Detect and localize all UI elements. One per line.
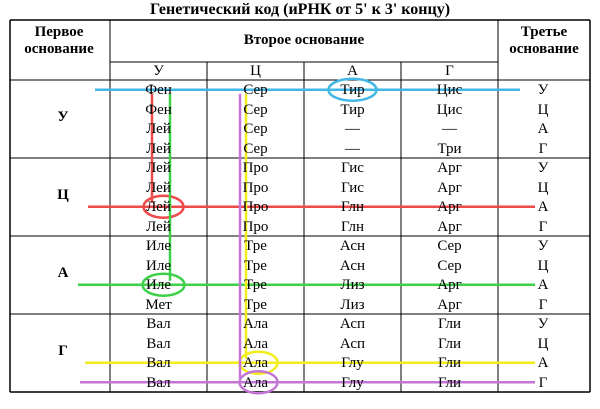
third-base-cell: У <box>537 160 549 176</box>
third-base-cell: Ц <box>537 257 549 274</box>
codon-cell: Сер <box>437 238 462 254</box>
codon-cell: Гли <box>437 316 462 332</box>
codon-cell: Тир <box>340 101 365 118</box>
codon-cell: — <box>345 121 360 137</box>
first-base-1: У <box>57 109 69 125</box>
codon-cell: Глн <box>340 199 365 215</box>
codon-cell: Вал <box>146 316 171 332</box>
first-base-3: А <box>57 265 69 281</box>
header-second-base: Второе основание <box>243 32 365 48</box>
third-base-cell: Г <box>538 296 548 313</box>
third-base-cell: Г <box>538 140 548 157</box>
codon-cell: Тре <box>244 277 267 293</box>
codon-cell: Сер <box>243 121 268 137</box>
codon-cell: Лей <box>146 218 171 235</box>
third-base-cell: Ц <box>537 101 549 118</box>
codon-cell: Сер <box>437 257 462 274</box>
codon-cell: Вал <box>146 374 171 391</box>
third-base-cell: У <box>537 316 549 332</box>
third-base-cell: У <box>537 238 549 254</box>
highlight-circle-green <box>141 272 186 297</box>
codon-cell: Про <box>242 218 269 235</box>
codon-cell: Глу <box>341 374 364 391</box>
codon-cell: Глу <box>341 355 364 371</box>
third-base-cell: Ц <box>537 179 549 196</box>
second-base-1: У <box>153 63 164 79</box>
codon-cell: Арг <box>437 199 462 215</box>
codon-cell: Сер <box>243 140 268 157</box>
header-first-base: Первое основание <box>24 24 94 57</box>
codon-cell: Арг <box>437 160 462 176</box>
codon-cell: Лей <box>146 140 171 157</box>
codon-cell: Гис <box>341 160 364 176</box>
third-base-cell: А <box>537 121 549 137</box>
table-title: Генетический код (иРНК от 5' к 3' концу) <box>149 1 451 18</box>
codon-cell: Цис <box>436 82 463 98</box>
codon-cell: Глн <box>340 218 365 235</box>
codon-cell: Мет <box>145 296 172 313</box>
codon-cell: Тир <box>340 82 365 98</box>
codon-cell: Гли <box>437 335 462 352</box>
header-third-base: Третье основание <box>509 24 579 57</box>
third-base-cell: У <box>537 82 549 98</box>
codon-cell: Вал <box>146 335 171 352</box>
third-base-cell: А <box>537 277 549 293</box>
codon-cell: Арг <box>437 179 462 196</box>
third-base-cell: Г <box>538 374 548 391</box>
codon-cell: Лей <box>146 121 171 137</box>
codon-cell: Три <box>437 140 462 157</box>
codon-cell: Тре <box>244 296 267 313</box>
codon-cell: Арг <box>437 218 462 235</box>
codon-cell: Тре <box>244 257 267 274</box>
codon-cell: Тре <box>244 238 267 254</box>
codon-cell: Арг <box>437 296 462 313</box>
codon-cell: Про <box>242 179 269 196</box>
codon-cell: Иле <box>146 277 171 293</box>
third-base-cell: Ц <box>537 335 549 352</box>
codon-cell: Сер <box>243 101 268 118</box>
highlight-circle-red <box>142 194 185 219</box>
codon-cell: Иле <box>146 257 171 274</box>
first-base-4: Г <box>58 343 68 359</box>
second-base-2: Ц <box>250 63 261 79</box>
codon-cell: Гис <box>341 179 364 196</box>
codon-cell: Ала <box>243 335 268 352</box>
codon-cell: Асн <box>339 257 366 274</box>
codon-cell: Цис <box>436 101 463 118</box>
codon-cell: Лей <box>146 179 171 196</box>
codon-cell: Арг <box>437 277 462 293</box>
codon-cell: Фен <box>145 101 172 118</box>
codon-cell: Вал <box>146 355 171 371</box>
first-base-2: Ц <box>57 187 69 203</box>
codon-cell: Про <box>242 160 269 176</box>
codon-cell: Гли <box>437 374 462 391</box>
codon-cell: Сер <box>243 82 268 98</box>
codon-cell: Лиз <box>340 296 365 313</box>
highlight-circle-purple <box>238 370 279 395</box>
codon-cell: Лей <box>146 160 171 176</box>
third-base-cell: Г <box>538 218 548 235</box>
codon-cell: Лей <box>146 199 171 215</box>
third-base-cell: А <box>537 199 549 215</box>
codon-cell: Асп <box>339 316 366 332</box>
codon-cell: Про <box>242 199 269 215</box>
codon-cell: Лиз <box>340 277 365 293</box>
codon-cell: Ала <box>243 374 268 391</box>
codon-cell: Гли <box>437 355 462 371</box>
third-base-cell: А <box>537 355 549 371</box>
codon-cell: Ала <box>243 355 268 371</box>
second-base-3: А <box>347 63 358 79</box>
codon-cell: — <box>345 140 360 157</box>
codon-cell: Иле <box>146 238 171 254</box>
codon-cell: Фен <box>145 82 172 98</box>
second-base-4: Г <box>445 63 454 79</box>
codon-cell: — <box>442 121 457 137</box>
codon-cell: Асн <box>339 238 366 254</box>
codon-cell: Асп <box>339 335 366 352</box>
codon-cell: Ала <box>243 316 268 332</box>
highlight-circle-blue <box>327 77 378 102</box>
